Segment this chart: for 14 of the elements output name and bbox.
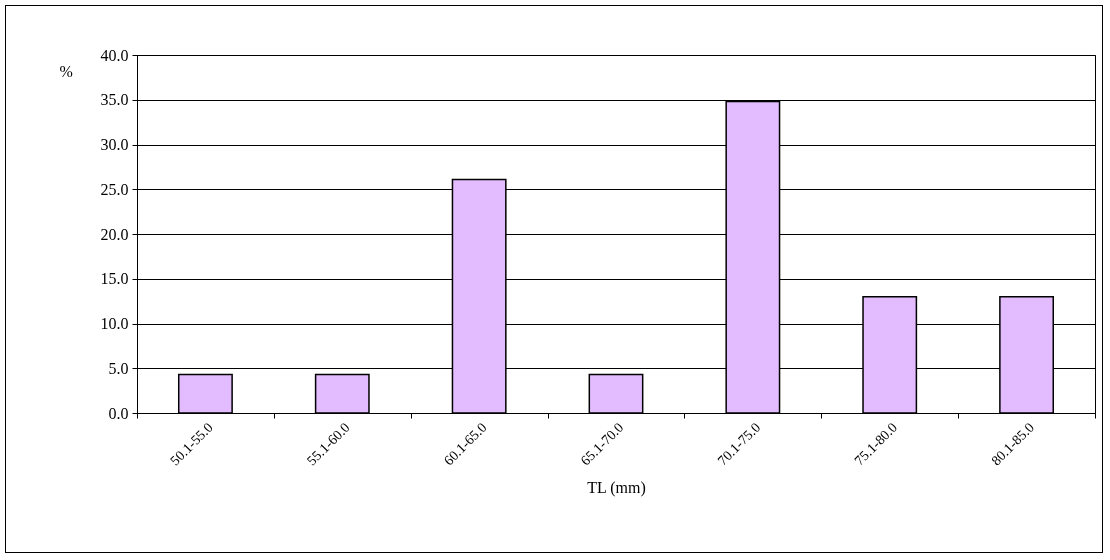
- y-tick-label: 20.0: [100, 225, 129, 243]
- x-axis-title: TL (mm): [587, 479, 646, 498]
- y-tick-label: 40.0: [100, 46, 129, 64]
- bar: [588, 373, 644, 414]
- y-axis-title: %: [59, 62, 73, 80]
- y-tick-label: 5.0: [108, 359, 129, 377]
- bar: [314, 373, 370, 414]
- y-tick-label: 30.0: [100, 136, 129, 153]
- bar: [177, 373, 233, 414]
- y-tick-label: 15.0: [100, 270, 129, 288]
- y-tick-label: 25.0: [100, 180, 129, 198]
- y-tick-label: 10.0: [100, 315, 129, 332]
- y-tick-label: 0.0: [108, 404, 129, 422]
- y-tick-label: 35.0: [100, 91, 129, 109]
